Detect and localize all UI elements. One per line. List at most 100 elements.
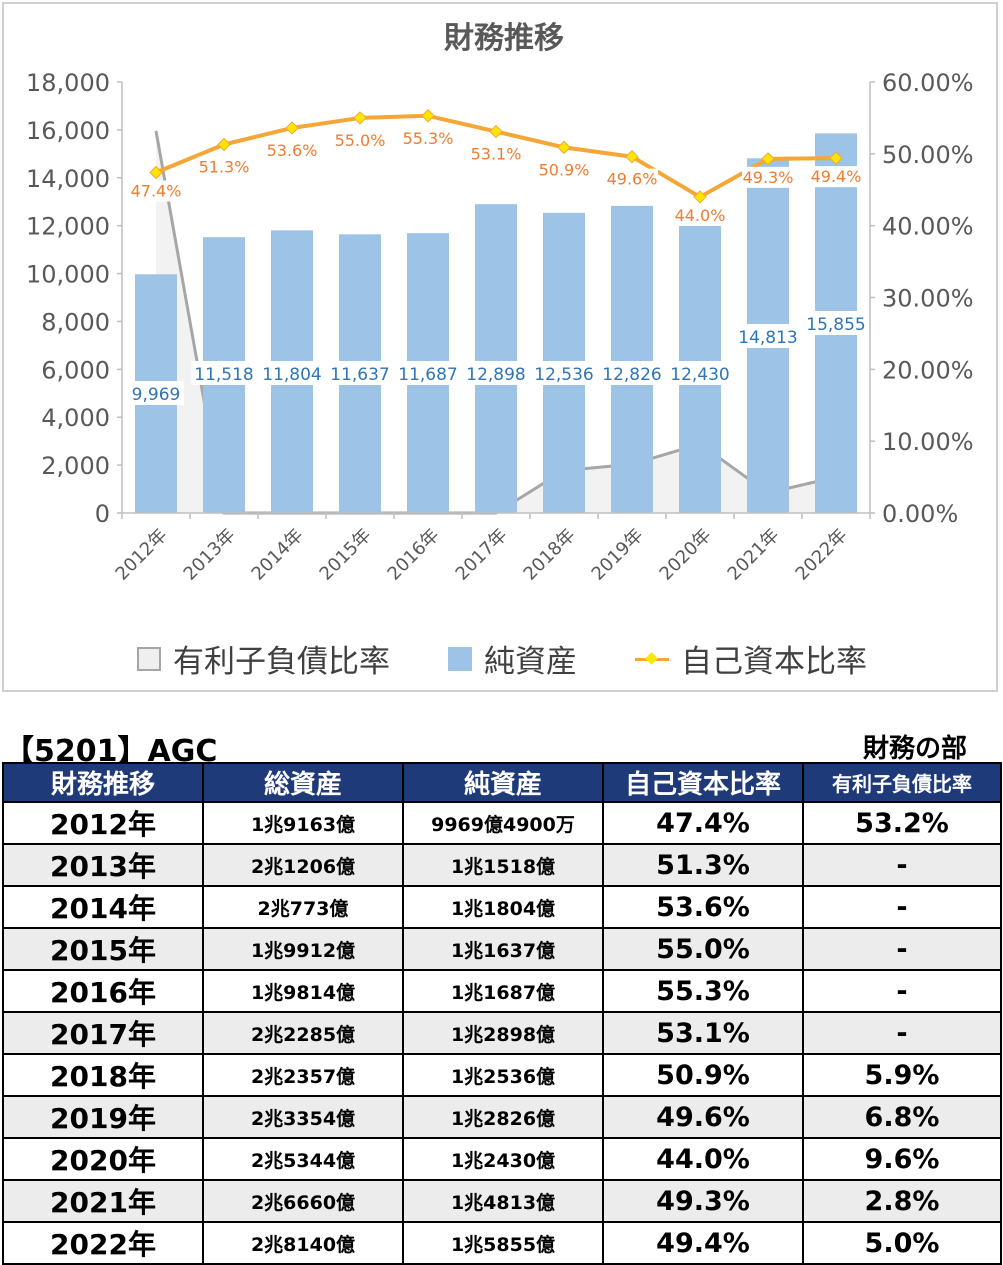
y-right-tick-label: 40.00% — [882, 213, 974, 241]
y-left-tick-label: 6,000 — [41, 356, 110, 384]
header-net-assets: 純資産 — [402, 762, 604, 803]
line-marker — [149, 165, 163, 180]
table-row: 2021年 2兆6660億 1兆4813億 49.3% 2.8% — [2, 1179, 1002, 1223]
bar-net-assets — [611, 205, 653, 513]
bar-data-label: 14,813 — [738, 328, 797, 348]
bar-data-label: 12,536 — [534, 365, 593, 385]
line-label-bg — [198, 156, 250, 178]
line-data-label: 53.6% — [267, 141, 318, 160]
bar-data-label: 11,687 — [398, 365, 457, 385]
bar-label-bg — [259, 361, 325, 385]
cell-total-assets: 2兆3354億 — [202, 1095, 404, 1139]
cell-equity-ratio: 55.0% — [602, 927, 804, 971]
line-label-bg — [674, 204, 726, 226]
x-tick-label: 2015年 — [316, 525, 376, 585]
cell-debt-ratio: 5.9% — [802, 1053, 1002, 1097]
x-tick-label: 2020年 — [656, 525, 716, 585]
y-right-tick-label: 0.00% — [882, 500, 958, 528]
line-marker — [353, 111, 367, 125]
cell-equity-ratio: 53.6% — [602, 885, 804, 929]
cell-debt-ratio: 9.6% — [802, 1137, 1002, 1181]
table-row: 2019年 2兆3354億 1兆2826億 49.6% 6.8% — [2, 1095, 1002, 1139]
bar-label-bg — [395, 361, 461, 385]
bar-label-bg — [463, 361, 529, 385]
cell-total-assets: 1兆9163億 — [202, 801, 404, 845]
cell-total-assets: 2兆5344億 — [202, 1137, 404, 1181]
y-right-tick-label: 20.00% — [882, 356, 974, 384]
bar-label-bg — [667, 361, 733, 385]
line-label-bg — [334, 129, 386, 151]
bar-net-assets — [475, 204, 517, 513]
chart-container: 財務推移 0 2,000 4,000 6,000 8,000 10,000 12,000 14,… — [2, 2, 998, 692]
line-data-label: 49.4% — [811, 167, 862, 186]
cell-debt-ratio: - — [802, 1011, 1002, 1055]
table-row: 2018年 2兆2357億 1兆2536億 50.9% 5.9% — [2, 1053, 1002, 1097]
cell-net-assets: 1兆5855億 — [402, 1221, 604, 1265]
cell-total-assets: 1兆9912億 — [202, 927, 404, 971]
cell-year: 2015年 — [2, 927, 204, 971]
y-left-tick-label: 10,000 — [26, 261, 110, 289]
table-row: 2017年 2兆2285億 1兆2898億 53.1% - — [2, 1011, 1002, 1055]
y-left-tick-label: 14,000 — [26, 165, 110, 193]
y-left-tick-label: 12,000 — [26, 213, 110, 241]
legend-swatch-bar — [448, 646, 472, 671]
chart-title: 財務推移 — [444, 21, 564, 56]
cell-year: 2022年 — [2, 1221, 204, 1265]
legend-label-net-assets: 純資産 — [484, 644, 577, 680]
line-data-label: 49.6% — [607, 170, 658, 189]
cell-total-assets: 2兆8140億 — [202, 1221, 404, 1265]
table-row: 2013年 2兆1206億 1兆1518億 51.3% - — [2, 843, 1002, 887]
cell-net-assets: 1兆2826億 — [402, 1095, 604, 1139]
cell-total-assets: 2兆2285億 — [202, 1011, 404, 1055]
cell-net-assets: 1兆1637億 — [402, 927, 604, 971]
cell-equity-ratio: 49.4% — [602, 1221, 804, 1265]
line-marker — [693, 190, 707, 204]
section-title: 財務の部 — [862, 734, 967, 764]
line-label-bg — [402, 127, 454, 149]
cell-debt-ratio: 6.8% — [802, 1095, 1002, 1139]
line-data-label: 44.0% — [675, 206, 726, 225]
bar-data-label: 11,637 — [330, 365, 389, 385]
cell-debt-ratio: 2.8% — [802, 1179, 1002, 1223]
line-data-label: 51.3% — [199, 157, 250, 176]
line-data-label: 53.1% — [471, 145, 522, 164]
table-heading: 【5201】AGC 財務の部 — [0, 726, 1003, 769]
y-left-tick-label: 0 — [95, 500, 110, 528]
table-row: 2014年 2兆773億 1兆1804億 53.6% - — [2, 885, 1002, 929]
chart-legend: 有利子負債比率 純資産 自己資本比率 — [4, 636, 1000, 681]
line-label-bg — [538, 159, 590, 181]
x-tick-label: 2014年 — [248, 525, 308, 585]
legend-item-equity-ratio: 自己資本比率 — [635, 636, 867, 681]
cell-equity-ratio: 55.3% — [602, 969, 804, 1013]
bar-data-label: 12,898 — [466, 365, 525, 385]
line-marker — [421, 109, 435, 123]
cell-net-assets: 1兆2536億 — [402, 1053, 604, 1097]
line-data-label: 47.4% — [131, 182, 182, 201]
bar-data-label: 11,804 — [262, 365, 321, 385]
line-marker — [285, 121, 299, 135]
finance-table: 財務推移 総資産 純資産 自己資本比率 有利子負債比率 2012年 1兆9163億… — [2, 762, 1002, 1265]
cell-debt-ratio: - — [802, 885, 1002, 929]
line-data-label: 55.0% — [335, 131, 386, 150]
cell-net-assets: 1兆2898億 — [402, 1011, 604, 1055]
legend-swatch-area — [137, 646, 161, 671]
cell-total-assets: 1兆9814億 — [202, 969, 404, 1013]
cell-year: 2021年 — [2, 1179, 204, 1223]
table-row: 2016年 1兆9814億 1兆1687億 55.3% - — [2, 969, 1002, 1013]
cell-net-assets: 1兆1687億 — [402, 969, 604, 1013]
bar-data-label: 15,855 — [806, 315, 865, 335]
line-label-bg — [130, 180, 182, 202]
cell-equity-ratio: 51.3% — [602, 843, 804, 887]
cell-net-assets: 1兆2430億 — [402, 1137, 604, 1181]
line-data-label: 49.3% — [743, 168, 794, 187]
cell-year: 2016年 — [2, 969, 204, 1013]
cell-year: 2012年 — [2, 801, 204, 845]
table-row: 2022年 2兆8140億 1兆5855億 49.4% 5.0% — [2, 1221, 1002, 1265]
legend-label-equity-ratio: 自己資本比率 — [681, 644, 867, 680]
header-debt-ratio: 有利子負債比率 — [802, 762, 1002, 803]
table-row: 2012年 1兆9163億 9969億4900万 47.4% 53.2% — [2, 801, 1002, 845]
line-marker — [557, 140, 571, 155]
line-data-label: 50.9% — [539, 160, 590, 179]
line-data-label: 55.3% — [403, 129, 454, 148]
header-total-assets: 総資産 — [202, 762, 404, 803]
